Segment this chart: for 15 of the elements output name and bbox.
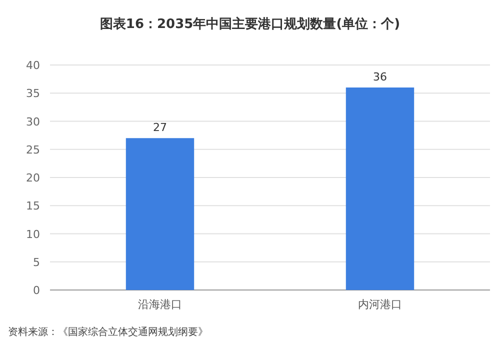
- y-tick-label: 25: [26, 143, 40, 156]
- y-tick-label: 35: [26, 87, 40, 100]
- y-tick-label: 15: [26, 200, 40, 213]
- chart-title: 图表16：2035年中国主要港口规划数量(单位：个): [100, 16, 400, 32]
- y-tick-label: 40: [26, 59, 40, 72]
- text: 资料来源：《国家综合立体交通网规划纲要》: [8, 326, 208, 338]
- data-label: 27: [153, 121, 167, 134]
- y-tick-label: 0: [33, 284, 40, 297]
- y-tick-label: 10: [26, 228, 40, 241]
- data-label: 36: [373, 70, 387, 84]
- x-tick-label: 内河港口: [358, 298, 402, 311]
- y-tick-label: 20: [26, 172, 40, 184]
- y-tick-label: 5: [33, 256, 40, 269]
- y-tick-label: 30: [26, 115, 40, 128]
- x-tick-label: 沿海港口: [138, 298, 182, 311]
